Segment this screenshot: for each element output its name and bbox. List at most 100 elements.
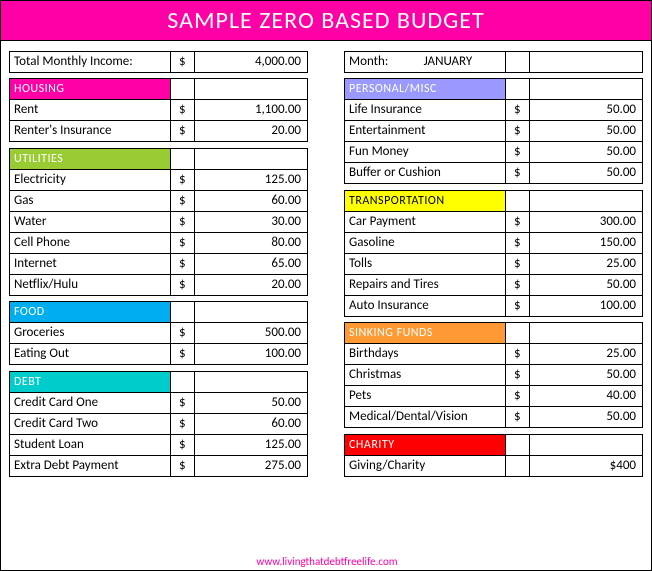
row-currency: $ [505, 211, 529, 232]
row-amount: 25.00 [529, 344, 642, 365]
budget-row: Life Insurance$50.00 [345, 100, 643, 121]
section-header-housing: HOUSING [10, 79, 171, 100]
section-header-blank2 [194, 371, 307, 392]
row-amount: 20.00 [194, 274, 307, 295]
row-currency: $ [170, 190, 194, 211]
row-label: Gas [10, 190, 171, 211]
budget-row: Credit Card One$50.00 [10, 392, 308, 413]
section-header-debt: DEBT [10, 371, 171, 392]
right-column: Month: JANUARY PERSONAL/MISCLife Insuran… [344, 45, 643, 482]
row-currency: $ [505, 100, 529, 121]
section-header-blank1 [170, 79, 194, 100]
income-label: Total Monthly Income: [10, 51, 171, 72]
section-personal: PERSONAL/MISCLife Insurance$50.00Enterta… [344, 78, 643, 190]
section-header-blank2 [194, 302, 307, 323]
budget-row: Fun Money$50.00 [345, 142, 643, 163]
row-amount: 300.00 [529, 211, 642, 232]
section-header-transportation: TRANSPORTATION [345, 190, 506, 211]
income-table: Total Monthly Income: $ 4,000.00 [9, 45, 308, 78]
budget-row: Birthdays$25.00 [345, 344, 643, 365]
row-label: Repairs and Tires [345, 274, 506, 295]
section-header-blank2 [529, 434, 642, 455]
budget-row: Rent$1,100.00 [10, 100, 308, 121]
row-currency: $ [505, 274, 529, 295]
row-label: Giving/Charity [345, 455, 506, 476]
section-header-blank1 [505, 79, 529, 100]
row-label: Pets [345, 386, 506, 407]
row-label: Christmas [345, 365, 506, 386]
row-amount: 20.00 [194, 121, 307, 142]
row-label: Rent [10, 100, 171, 121]
row-currency: $ [505, 386, 529, 407]
row-amount: 50.00 [529, 100, 642, 121]
section-header-blank1 [505, 190, 529, 211]
row-amount: 50.00 [529, 274, 642, 295]
section-header-blank2 [529, 323, 642, 344]
row-label: Student Loan [10, 434, 171, 455]
row-amount: 125.00 [194, 434, 307, 455]
section-food: FOODGroceries$500.00Eating Out$100.00 [9, 301, 308, 371]
row-label: Life Insurance [345, 100, 506, 121]
budget-row: Car Payment$300.00 [345, 211, 643, 232]
row-currency: $ [505, 142, 529, 163]
section-header-blank2 [529, 79, 642, 100]
row-amount: 1,100.00 [194, 100, 307, 121]
row-currency: $ [170, 323, 194, 344]
budget-row: Eating Out$100.00 [10, 344, 308, 365]
row-currency: $ [170, 344, 194, 365]
budget-row: Gasoline$150.00 [345, 232, 643, 253]
row-amount: 80.00 [194, 232, 307, 253]
row-currency: $ [170, 434, 194, 455]
row-amount: 60.00 [194, 413, 307, 434]
month-blank1 [505, 51, 529, 72]
section-header-blank1 [505, 434, 529, 455]
row-amount: 50.00 [529, 142, 642, 163]
row-amount: 25.00 [529, 253, 642, 274]
row-amount: 50.00 [529, 121, 642, 142]
budget-row: Auto Insurance$100.00 [345, 295, 643, 316]
budget-row: Extra Debt Payment$275.00 [10, 455, 308, 476]
row-currency: $ [505, 253, 529, 274]
row-amount: 60.00 [194, 190, 307, 211]
budget-row: Christmas$50.00 [345, 365, 643, 386]
row-label: Eating Out [10, 344, 171, 365]
row-label: Gasoline [345, 232, 506, 253]
row-amount: 100.00 [194, 344, 307, 365]
row-currency: $ [505, 365, 529, 386]
month-label: Month: JANUARY [345, 51, 506, 72]
row-label: Cell Phone [10, 232, 171, 253]
row-label: Birthdays [345, 344, 506, 365]
row-currency: $ [505, 163, 529, 184]
budget-row: Credit Card Two$60.00 [10, 413, 308, 434]
month-row: Month: JANUARY [345, 51, 643, 72]
section-header-blank1 [170, 302, 194, 323]
row-label: Auto Insurance [345, 295, 506, 316]
section-debt: DEBTCredit Card One$50.00Credit Card Two… [9, 371, 308, 483]
row-amount: 50.00 [194, 392, 307, 413]
row-amount: 150.00 [529, 232, 642, 253]
section-header-blank2 [194, 148, 307, 169]
row-amount: 50.00 [529, 365, 642, 386]
row-label: Fun Money [345, 142, 506, 163]
section-utilities: UTILITIESElectricity$125.00Gas$60.00Wate… [9, 148, 308, 302]
row-currency: $ [505, 344, 529, 365]
budget-row: Repairs and Tires$50.00 [345, 274, 643, 295]
budget-row: Student Loan$125.00 [10, 434, 308, 455]
budget-row: Renter's Insurance$20.00 [10, 121, 308, 142]
income-amount: 4,000.00 [194, 51, 307, 72]
row-amount: 275.00 [194, 455, 307, 476]
row-amount: 125.00 [194, 169, 307, 190]
left-column: Total Monthly Income: $ 4,000.00 HOUSING… [9, 45, 308, 482]
row-currency: $ [505, 232, 529, 253]
row-label: Electricity [10, 169, 171, 190]
budget-row: Giving/Charity$400 [345, 455, 643, 476]
row-amount: 65.00 [194, 253, 307, 274]
row-amount: 100.00 [529, 295, 642, 316]
budget-content: Total Monthly Income: $ 4,000.00 HOUSING… [1, 41, 651, 482]
row-label: Credit Card One [10, 392, 171, 413]
budget-row: Pets$40.00 [345, 386, 643, 407]
budget-row: Cell Phone$80.00 [10, 232, 308, 253]
row-amount: 50.00 [529, 407, 642, 428]
section-header-blank2 [194, 79, 307, 100]
section-header-personal: PERSONAL/MISC [345, 79, 506, 100]
